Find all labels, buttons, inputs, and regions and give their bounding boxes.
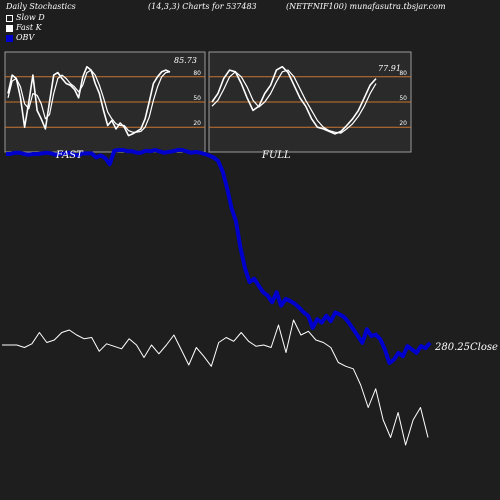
legend-swatch-fast-k	[6, 24, 13, 32]
legend-fast-k: Fast K	[6, 23, 42, 32]
fast-fast-k-line	[7, 65, 171, 137]
full-ytick-80: 80	[399, 70, 407, 77]
legend-swatch-slow-d	[6, 14, 13, 22]
legend-obv: OBV	[6, 33, 34, 42]
full-fast-k-line	[211, 65, 377, 135]
legend-label-fast-k: Fast K	[16, 23, 42, 32]
legend-swatch-obv	[6, 34, 13, 42]
legend-label-obv: OBV	[16, 33, 35, 42]
header-right: (NETFNIF100) munafasutra.tbsjar.com	[286, 2, 446, 11]
fast-ytick-50: 50	[193, 95, 201, 102]
full-last-value-label: 77.91	[378, 64, 401, 73]
price-last-value: 280.25	[435, 342, 470, 353]
price-last-value-label: 280.25Close	[435, 342, 498, 353]
full-panel-label: FULL	[262, 150, 291, 161]
full-ytick-20: 20	[399, 120, 407, 127]
fast-panel-label: FAST	[56, 150, 83, 161]
header-center: (14,3,3) Charts for 537483	[148, 2, 257, 11]
legend-label-slow-d: Slow D	[16, 13, 45, 22]
legend-slow-d: Slow D	[6, 13, 45, 22]
fast-ytick-80: 80	[193, 70, 201, 77]
fast-last-value-label: 85.73	[174, 56, 197, 65]
obv-line	[6, 148, 432, 365]
full-slow-d-line	[211, 69, 377, 134]
price-unit-label: Close	[470, 342, 498, 353]
header-left: Daily Stochastics	[6, 2, 76, 11]
fast-ytick-20: 20	[193, 120, 201, 127]
fast-slow-d-line	[7, 69, 171, 133]
price-close-line	[2, 319, 429, 446]
full-ytick-50: 50	[399, 95, 407, 102]
